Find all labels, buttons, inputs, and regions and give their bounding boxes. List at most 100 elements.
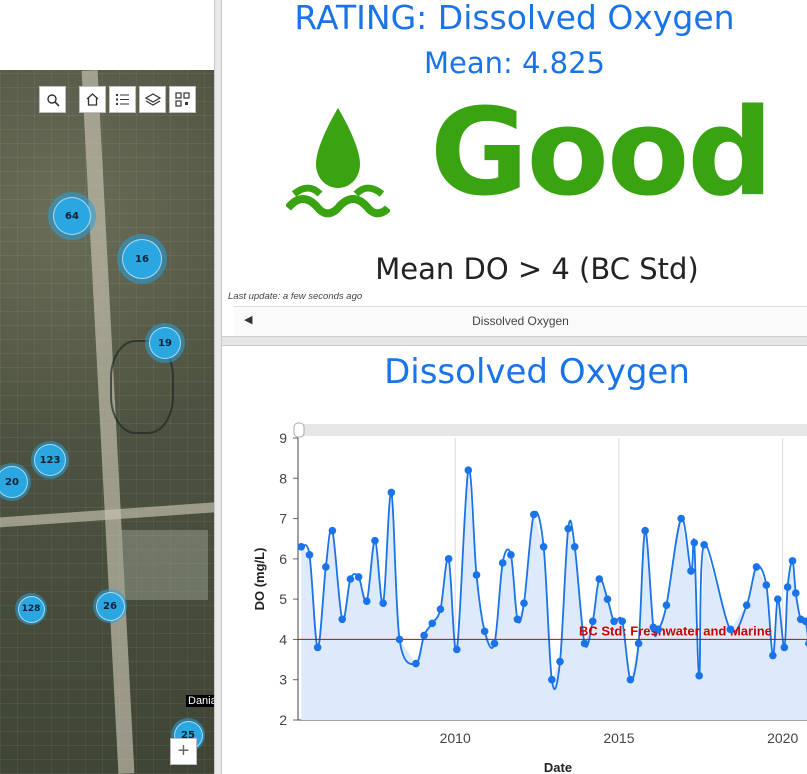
- data-point[interactable]: [387, 488, 396, 497]
- data-point[interactable]: [412, 659, 420, 668]
- data-point[interactable]: [328, 526, 337, 535]
- data-point[interactable]: [762, 581, 771, 589]
- x-tick-label: 2010: [440, 730, 471, 746]
- map-cluster[interactable]: 16: [117, 234, 167, 284]
- rating-title: RATING: Dissolved Oxygen: [294, 0, 735, 37]
- data-point[interactable]: [580, 639, 589, 648]
- data-point[interactable]: [346, 575, 355, 583]
- data-point[interactable]: [539, 542, 548, 551]
- data-point[interactable]: [726, 625, 735, 634]
- map-header-blank: [0, 0, 214, 70]
- data-point[interactable]: [641, 526, 649, 535]
- home-button[interactable]: [79, 86, 106, 113]
- data-point[interactable]: [595, 575, 604, 583]
- data-point[interactable]: [700, 540, 708, 549]
- data-point[interactable]: [313, 643, 322, 652]
- map-cluster[interactable]: 20: [0, 463, 31, 501]
- map-cluster[interactable]: 128: [15, 593, 47, 625]
- map-cluster[interactable]: 123: [31, 441, 69, 479]
- data-point[interactable]: [322, 563, 330, 571]
- data-point[interactable]: [677, 514, 685, 523]
- data-point[interactable]: [453, 645, 461, 654]
- data-point[interactable]: [603, 595, 612, 603]
- data-point[interactable]: [788, 557, 797, 565]
- zoom-in-button[interactable]: +: [170, 738, 197, 765]
- layers-button[interactable]: [139, 86, 166, 113]
- data-point[interactable]: [480, 627, 489, 636]
- y-axis-label: DO (mg/L): [252, 548, 267, 611]
- chart-scroll-handle[interactable]: [293, 422, 305, 438]
- data-point[interactable]: [556, 657, 564, 666]
- data-point[interactable]: [742, 601, 751, 609]
- chart-scroll-track: [298, 424, 807, 436]
- data-point[interactable]: [498, 559, 507, 567]
- data-point[interactable]: [354, 573, 363, 581]
- data-point[interactable]: [513, 615, 522, 624]
- data-point[interactable]: [305, 551, 314, 559]
- data-point[interactable]: [780, 643, 789, 652]
- data-point[interactable]: [752, 563, 761, 571]
- search-icon: [46, 93, 60, 107]
- y-tick-label: 7: [279, 511, 287, 527]
- rating-panel: RATING: Dissolved Oxygen Mean: 4.825 Goo…: [222, 0, 807, 337]
- series-area: [301, 470, 807, 720]
- data-point[interactable]: [395, 635, 404, 644]
- x-axis-label: Date: [544, 760, 572, 774]
- data-point[interactable]: [626, 675, 635, 684]
- data-point[interactable]: [801, 617, 807, 626]
- y-tick-label: 8: [279, 470, 287, 486]
- data-point[interactable]: [548, 675, 556, 684]
- data-point[interactable]: [338, 615, 347, 624]
- y-tick-label: 9: [279, 430, 287, 446]
- last-update-text: Last update: a few seconds ago: [228, 291, 363, 302]
- data-point[interactable]: [618, 617, 627, 626]
- data-point[interactable]: [570, 542, 579, 551]
- rating-footer: ◀ Dissolved Oxygen: [234, 306, 807, 337]
- panel-splitter[interactable]: [214, 0, 222, 774]
- x-tick-label: 2020: [767, 730, 798, 746]
- data-point[interactable]: [610, 617, 618, 626]
- data-point[interactable]: [783, 583, 792, 591]
- data-point[interactable]: [428, 619, 437, 628]
- data-point[interactable]: [379, 599, 387, 607]
- data-point[interactable]: [530, 510, 538, 519]
- do-chart[interactable]: 2010 2015 2020 2 3 4 5 6 7 8 9 BC Std: Freshwater a…: [222, 346, 807, 774]
- data-point[interactable]: [634, 639, 643, 648]
- data-point[interactable]: [588, 617, 597, 626]
- search-button[interactable]: [39, 86, 66, 113]
- map-cluster[interactable]: 26: [93, 589, 127, 623]
- data-point[interactable]: [464, 466, 473, 475]
- qr-code-button[interactable]: [169, 86, 196, 113]
- data-point[interactable]: [436, 605, 445, 614]
- data-point[interactable]: [662, 601, 671, 609]
- data-point[interactable]: [520, 599, 528, 607]
- data-point[interactable]: [690, 538, 699, 547]
- map-cluster[interactable]: 19: [145, 323, 185, 363]
- y-tick-label: 2: [279, 712, 287, 728]
- data-point[interactable]: [687, 567, 695, 575]
- data-point[interactable]: [444, 555, 453, 563]
- data-point[interactable]: [297, 542, 306, 551]
- data-point[interactable]: [472, 571, 481, 579]
- data-point[interactable]: [792, 589, 800, 597]
- data-point[interactable]: [654, 625, 663, 634]
- data-point[interactable]: [420, 631, 428, 640]
- data-point[interactable]: [769, 651, 777, 660]
- cluster-count: 16: [122, 239, 162, 279]
- map-view[interactable]: 64 16 19 123 20 128 26 25 Dania +: [0, 70, 214, 774]
- qr-icon: [175, 92, 190, 107]
- data-point[interactable]: [564, 524, 572, 533]
- data-point[interactable]: [695, 671, 703, 680]
- data-point[interactable]: [490, 639, 499, 648]
- data-point[interactable]: [362, 597, 371, 605]
- panel-gap: [222, 336, 807, 346]
- place-label: Dania: [186, 695, 214, 707]
- rating-mean: Mean: 4.825: [423, 46, 606, 80]
- legend-button[interactable]: [109, 86, 136, 113]
- data-point[interactable]: [773, 595, 782, 603]
- previous-arrow-icon[interactable]: ◀: [244, 314, 253, 326]
- data-point[interactable]: [507, 551, 515, 559]
- airport-area: [118, 530, 208, 600]
- data-point[interactable]: [371, 536, 379, 545]
- map-cluster[interactable]: 64: [48, 192, 96, 240]
